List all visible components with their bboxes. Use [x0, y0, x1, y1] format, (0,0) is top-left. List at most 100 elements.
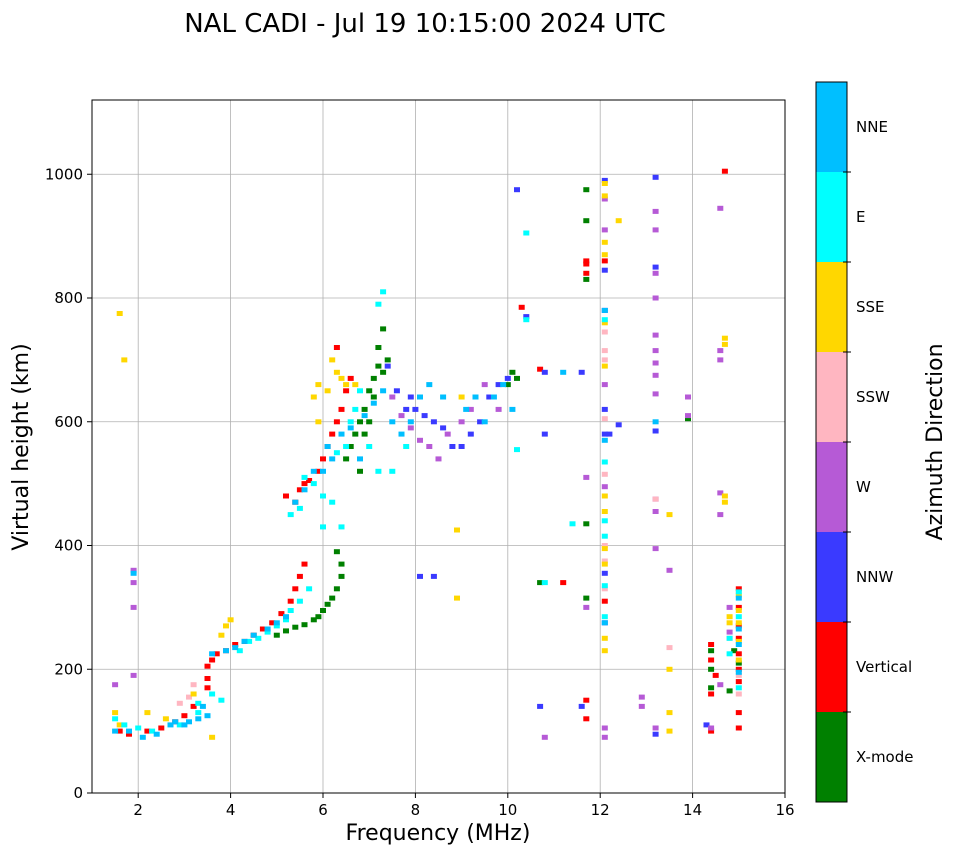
data-point-x-mode — [324, 601, 331, 607]
data-point-w — [638, 694, 645, 700]
data-point-sse — [735, 638, 742, 644]
data-point-x-mode — [380, 326, 387, 332]
data-point-w — [467, 406, 474, 412]
data-point-e — [735, 614, 742, 620]
data-point-e — [149, 728, 156, 734]
data-point-sse — [666, 728, 673, 734]
data-point-vertical — [601, 258, 608, 264]
data-point-x-mode — [343, 456, 350, 462]
data-point-e — [514, 447, 520, 453]
data-point-vertical — [343, 388, 350, 394]
data-point-nne — [601, 307, 608, 313]
data-point-nnw — [430, 573, 437, 579]
x-tick-label: 10 — [498, 801, 517, 819]
data-point-w — [601, 725, 608, 731]
data-point-e — [135, 725, 142, 731]
data-point-sse — [338, 375, 345, 381]
data-point-vertical — [287, 598, 294, 604]
x-axis-ticks: 2 4 6 8 10 12 14 16 — [133, 793, 795, 819]
data-point-nnw — [523, 314, 530, 320]
data-point-x-mode — [504, 382, 511, 388]
data-point-e — [296, 598, 303, 604]
colorbar-segment — [816, 622, 847, 712]
data-point-nnw — [601, 431, 608, 437]
data-point-nnw — [430, 419, 437, 425]
data-point-nne — [273, 620, 280, 626]
data-point-nne — [283, 614, 289, 620]
data-point-ssw — [666, 645, 673, 651]
data-point-w — [435, 456, 442, 462]
data-point-nne — [301, 487, 308, 493]
data-point-nne — [735, 595, 742, 601]
colorbar-segment — [816, 712, 847, 802]
data-point-x-mode — [361, 406, 368, 412]
data-point-ssw — [601, 543, 608, 548]
data-point-nne — [126, 728, 132, 734]
data-point-nne — [195, 716, 202, 722]
data-point-nnw — [393, 388, 400, 394]
data-point-x-mode — [731, 648, 738, 654]
data-point-vertical — [213, 651, 220, 657]
data-point-sse — [121, 357, 128, 363]
data-point-sse — [601, 509, 608, 514]
data-point-nne — [481, 419, 488, 425]
data-point-sse — [116, 311, 123, 316]
data-point-vertical — [708, 691, 715, 697]
data-point-sse — [601, 193, 608, 199]
data-point-w — [652, 227, 659, 233]
data-point-e — [112, 716, 119, 722]
data-point-vertical — [126, 731, 132, 737]
data-point-e — [310, 481, 317, 487]
data-point-x-mode — [375, 363, 382, 369]
data-point-sse — [721, 493, 728, 499]
data-point-x-mode — [685, 416, 691, 422]
data-point-sse — [601, 320, 608, 326]
data-point-nne — [472, 394, 479, 400]
colorbar-frame — [815, 81, 848, 803]
data-point-sse — [343, 382, 350, 388]
data-point-x-mode — [708, 685, 715, 691]
data-point-w — [717, 512, 724, 518]
data-point-nnw — [703, 722, 710, 728]
data-point-e — [273, 623, 280, 629]
data-point-ssw — [601, 416, 608, 422]
data-point-nne — [357, 456, 363, 462]
data-point-sse — [721, 341, 728, 347]
x-tick-label: 4 — [226, 801, 236, 819]
data-point-ssw — [186, 694, 192, 700]
data-point-e — [569, 521, 576, 527]
data-point-nne — [204, 713, 211, 719]
data-point-w — [458, 419, 465, 425]
y-tick-label: 200 — [54, 660, 83, 678]
data-point-vertical — [190, 703, 197, 709]
data-point-nnw — [541, 431, 548, 437]
y-tick-label: 400 — [54, 537, 83, 555]
data-point-vertical — [583, 261, 590, 267]
data-point-sse — [726, 620, 733, 626]
data-point-w — [112, 682, 119, 688]
data-point-e — [601, 317, 608, 323]
data-point-e — [523, 230, 530, 236]
data-point-e — [352, 406, 359, 412]
data-point-x-mode — [292, 624, 299, 630]
data-point-x-mode — [357, 419, 363, 425]
data-point-x-mode — [370, 375, 377, 381]
data-point-sse — [601, 252, 608, 258]
data-point-nne — [509, 406, 516, 412]
data-point-x-mode — [583, 276, 590, 282]
data-point-e — [735, 589, 742, 595]
data-point-vertical — [583, 270, 590, 276]
data-point-vertical — [204, 676, 211, 681]
data-point-w — [652, 391, 659, 397]
data-point-sse — [721, 335, 728, 341]
data-point-nne — [389, 419, 396, 425]
data-point-sse — [223, 623, 229, 629]
data-point-w — [717, 682, 724, 688]
data-point-vertical — [269, 620, 276, 626]
data-point-nnw — [652, 428, 659, 434]
data-point-x-mode — [708, 666, 715, 672]
data-point-vertical — [259, 626, 266, 632]
data-point-nnw — [578, 703, 585, 709]
data-point-nne — [199, 703, 206, 709]
data-point-x-mode — [708, 648, 715, 654]
